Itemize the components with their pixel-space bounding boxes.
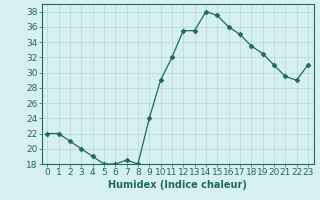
X-axis label: Humidex (Indice chaleur): Humidex (Indice chaleur) [108, 180, 247, 190]
